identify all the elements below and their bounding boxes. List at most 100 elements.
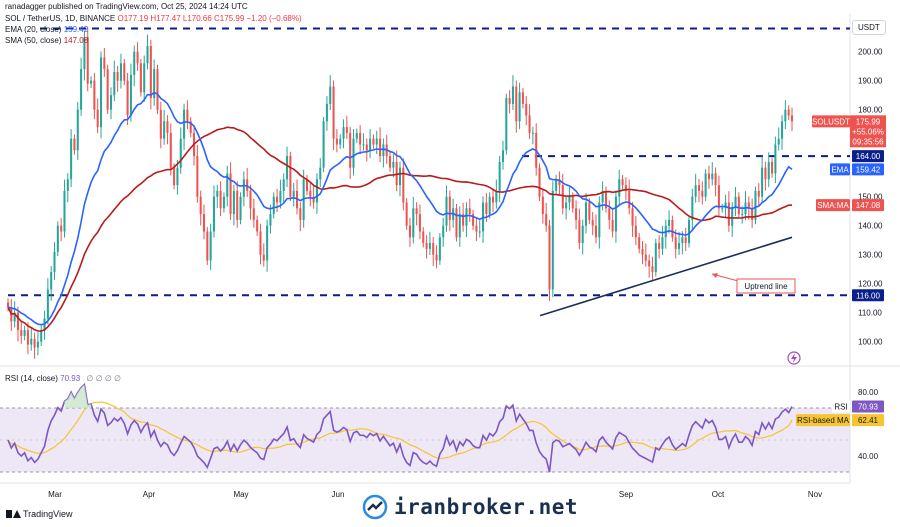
candle-body [70, 138, 73, 180]
candle-body [668, 219, 671, 226]
candle-body [505, 98, 508, 151]
candle-body [608, 208, 611, 220]
candle-body [684, 237, 687, 244]
candle-body [133, 51, 136, 75]
candle-body [638, 237, 641, 249]
candle-body [754, 190, 757, 220]
candle-body [292, 190, 295, 197]
candle-body [741, 214, 744, 216]
candle-body [405, 202, 408, 226]
candle-body [66, 179, 69, 191]
candle-body [438, 237, 441, 261]
candle-body [435, 254, 438, 261]
candle-body [149, 45, 152, 99]
level-116-tag: 116.00 [852, 289, 884, 302]
uptrend-line[interactable] [539, 236, 793, 317]
rsi-legend[interactable]: RSI (14, close) 70.93 ∅ ∅ ∅ ∅ [5, 374, 121, 384]
price-axis[interactable]: 100.00110.00120.00130.00140.00150.00160.… [858, 48, 883, 347]
candle-body [173, 167, 176, 186]
candle-body [641, 248, 644, 255]
candle-body [578, 219, 581, 244]
candle-body [352, 138, 355, 168]
candle-body [73, 138, 76, 151]
candle-body [153, 69, 156, 99]
candle-body [511, 86, 514, 104]
support-resistance-levels[interactable] [8, 27, 850, 297]
last-price-tag-line: 175.99 [856, 117, 881, 126]
candle-body [252, 208, 255, 220]
symbol-name[interactable]: SOL / TetherUS, 1D, BINANCE [5, 14, 116, 23]
candle-body [701, 190, 704, 197]
candle-body [687, 219, 691, 244]
ema-line [7, 91, 793, 326]
watermark: iranbroker.net [362, 494, 578, 520]
candle-body [674, 237, 677, 249]
candle-body [644, 254, 647, 261]
lightning-icon[interactable] [787, 351, 801, 365]
candle-body [472, 214, 475, 226]
currency-button[interactable]: USDT [852, 20, 886, 35]
last-price-tag-line: +55.06% [852, 127, 884, 136]
rsi-ma-name-tag-box [796, 414, 850, 427]
candle-body [119, 63, 122, 81]
sma-name-tag-box [816, 199, 850, 212]
candle-body [408, 225, 411, 238]
rsi-legend-label: RSI (14, close) [5, 374, 58, 383]
iranbroker-logo-icon [362, 494, 388, 520]
candle-body [771, 161, 774, 174]
candle-body [259, 231, 262, 255]
candle-body [767, 161, 770, 180]
candle-body [199, 196, 202, 215]
ema-legend-label: EMA (20, close) [5, 25, 62, 34]
candle-body [591, 219, 594, 226]
candle-body [475, 225, 478, 232]
price-tick-label: 200.00 [858, 48, 883, 57]
ohlc-values: O177.19 H177.47 L170.66 C175.99 −1.20 (−… [117, 14, 302, 23]
candle-body [375, 138, 378, 145]
candle-body [156, 69, 159, 110]
candle-body [465, 208, 468, 226]
candle-body [349, 132, 352, 168]
symbol-name-tag-box [812, 115, 850, 128]
ema-legend[interactable]: EMA (20, close) 159.42 [5, 25, 88, 35]
candle-body [379, 138, 382, 157]
candle-body [256, 219, 259, 232]
candle-body [415, 208, 418, 215]
candle-body [671, 219, 674, 238]
candle-body [488, 196, 491, 215]
ema-name-tag: EMA [830, 163, 850, 176]
candle-body [761, 167, 764, 197]
price-pane[interactable] [0, 14, 850, 366]
tradingview-logo[interactable]: TradingView [6, 509, 73, 519]
symbol-line: SOL / TetherUS, 1D, BINANCE O177.19 H177… [5, 14, 302, 24]
price-tick-label: 140.00 [858, 222, 883, 231]
candle-body [322, 121, 325, 168]
rsi-ma-value-tag-text: 62.41 [858, 416, 879, 425]
time-tick-label: Nov [808, 490, 822, 499]
candle-body [312, 196, 315, 203]
candle-body [594, 225, 598, 238]
candle-body [704, 173, 707, 197]
candle-body [568, 196, 571, 203]
time-axis[interactable]: Mar Apr May Jun Sep Oct Nov [48, 490, 822, 499]
candle-body [60, 225, 63, 232]
sma-legend[interactable]: SMA (50, close) 147.08 [5, 36, 88, 46]
candle-body [784, 109, 787, 122]
candle-body [53, 251, 56, 273]
candle-body [551, 190, 554, 290]
rsi-ma-line [7, 401, 793, 460]
candle-body [269, 214, 272, 226]
rsi-axis[interactable]: 40.00 80.00 [858, 388, 879, 461]
sma-name-tag-text: SMA:MA [817, 201, 849, 210]
watermark-text: iranbroker.net [394, 495, 579, 519]
candle-body [774, 144, 777, 174]
candle-body [20, 330, 23, 336]
rsi-name-tag: RSI [832, 400, 850, 413]
price-tags[interactable]: SOLUSDT 175.99+55.06%09:35:56 164.00 116.00… [796, 115, 886, 427]
sma-value-tag: 147.08 [852, 199, 884, 212]
candle-body [212, 196, 215, 232]
candle-body [139, 63, 142, 93]
candle-body [219, 190, 222, 209]
candle-body [711, 173, 714, 180]
